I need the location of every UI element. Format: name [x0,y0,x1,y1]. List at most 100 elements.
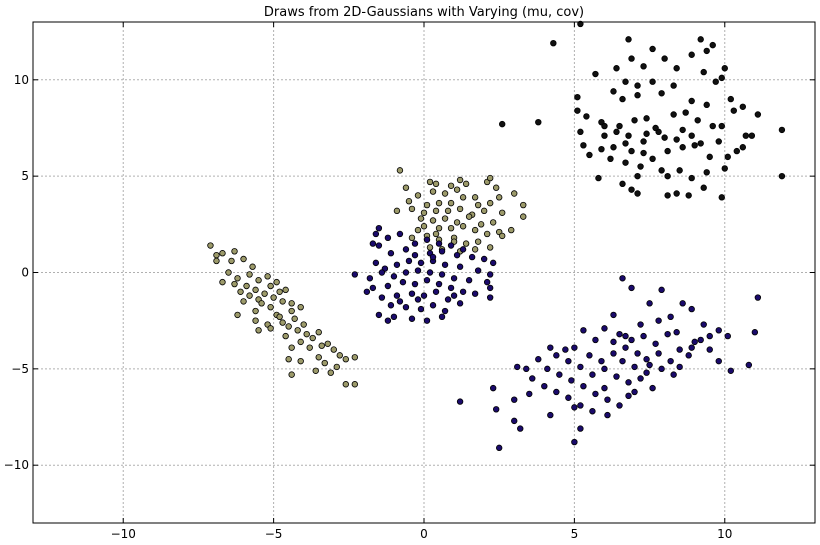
scatter-point [634,172,641,180]
scatter-point [336,352,343,359]
scatter-point [580,327,587,334]
scatter-point [432,230,440,238]
scatter-point [249,263,256,270]
scatter-point [637,375,644,382]
scatter-point [414,267,422,274]
scatter-point [417,259,425,267]
scatter-point [426,244,434,251]
scatter-point [423,201,431,209]
scatter-point [300,321,307,328]
scatter-point [589,408,596,415]
scatter-point [688,51,695,58]
scatter-point [613,65,620,72]
scatter-point [754,294,762,301]
scatter-point [688,97,695,105]
scatter-point [291,315,298,322]
scatter-point [480,255,488,263]
scatter-point [541,382,548,390]
scatter-point [529,375,536,382]
scatter-point [420,292,428,299]
scatter-point [565,357,572,365]
scatter-point [628,186,635,193]
chart-title: Draws from 2D-Gaussians with Varying (mu… [264,5,584,20]
scatter-point [294,327,301,334]
scatter-point [495,444,503,452]
scatter-point [520,201,527,209]
scatter-point [622,140,629,147]
scatter-point [748,132,756,139]
scatter-point [637,163,644,170]
scatter-point [550,39,557,47]
scatter-point [456,205,464,213]
scatter-point [465,213,473,220]
scatter-point [619,357,626,365]
scatter-point [459,194,467,201]
scatter-point [450,292,458,299]
scatter-point [438,313,446,321]
scatter-point [727,95,734,103]
scatter-point [601,325,608,332]
scatter-point [369,284,377,292]
scatter-point [691,142,698,149]
scatter-point [414,296,422,303]
scatter-point [670,371,677,378]
scatter-point [417,305,425,313]
scatter-point [453,219,461,226]
scatter-point [706,332,713,340]
scatter-point [640,149,647,157]
scatter-point [634,82,641,89]
scatter-point [387,302,395,309]
scatter-point [411,240,419,247]
scatter-point [640,138,647,145]
scatter-point [231,280,238,288]
scatter-point [646,361,653,369]
scatter-point [622,159,629,166]
scatter-point [243,282,250,290]
scatter-point [676,346,683,353]
scatter-point [207,242,214,249]
scatter-point [363,288,371,295]
scatter-point [697,140,704,147]
scatter-point [676,363,683,371]
scatter-point [688,174,695,182]
scatter-point [468,253,476,261]
scatter-point [441,215,449,222]
scatter-point [664,172,671,180]
scatter-point [514,363,521,371]
scatter-point [721,65,728,72]
scatter-point [471,246,479,253]
scatter-point [351,381,359,388]
scatter-point [673,65,680,72]
scatter-point [610,88,617,95]
scatter-point [435,199,443,207]
data-points [207,20,786,452]
scatter-point [700,321,707,328]
scatter-point [342,381,349,388]
scatter-point [526,390,533,398]
scatter-point [697,336,704,344]
scatter-point [718,122,725,130]
scatter-point [649,45,656,53]
scatter-point [616,122,623,130]
scatter-point [462,180,470,188]
grid-lines [33,22,815,523]
y-tick-label: 10 [14,73,29,87]
scatter-point [219,250,226,257]
scatter-point [643,130,650,137]
y-tick-label: −10 [4,458,29,472]
scatter-point [622,332,629,340]
scatter-point [592,336,599,344]
scatter-point [399,278,407,286]
scatter-point [432,207,440,215]
scatter-point [471,194,479,201]
scatter-point [246,292,253,299]
scatter-point [499,120,506,128]
scatter-point [267,303,274,311]
scatter-point [619,180,626,188]
scatter-point [661,55,668,62]
scatter-point [601,365,608,373]
scatter-point [429,188,437,195]
scatter-point [601,384,608,392]
scatter-point [625,379,632,386]
scatter-point [658,167,665,174]
